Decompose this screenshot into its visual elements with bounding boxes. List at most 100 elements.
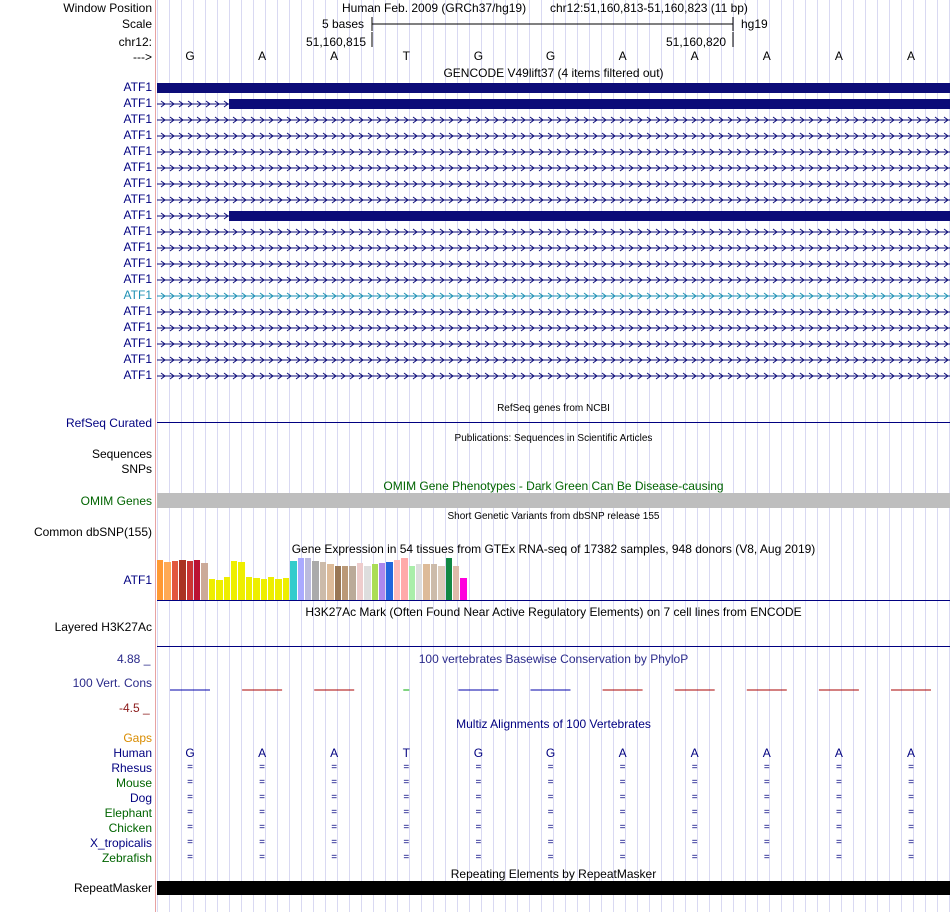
- species-label[interactable]: Mouse: [115, 776, 152, 790]
- gencode-item-label[interactable]: ATF1: [123, 176, 152, 190]
- gtex-tissue-bar[interactable]: [401, 558, 408, 600]
- gencode-item-label[interactable]: ATF1: [123, 208, 152, 222]
- gtex-tissue-bar[interactable]: [349, 566, 356, 600]
- gencode-item-label[interactable]: ATF1: [123, 352, 152, 366]
- gtex-tissue-bar[interactable]: [223, 577, 230, 600]
- gencode-transcript[interactable]: [157, 228, 950, 236]
- gtex-tissue-bar[interactable]: [356, 563, 364, 600]
- alignment-row[interactable]: = = = = = = = = = = =: [157, 761, 950, 775]
- gencode-transcript[interactable]: [157, 116, 950, 124]
- gtex-tissue-bar[interactable]: [216, 580, 223, 600]
- gtex-tissue-bar[interactable]: [379, 563, 386, 600]
- gtex-tissue-bar[interactable]: [416, 564, 423, 600]
- gtex-tissue-bar[interactable]: [290, 561, 297, 600]
- gtex-tissue-bar[interactable]: [157, 560, 164, 600]
- repeatmasker-title[interactable]: Repeating Elements by RepeatMasker: [450, 867, 657, 881]
- gtex-tissue-bar[interactable]: [423, 564, 430, 600]
- gtex-tissue-bar[interactable]: [327, 564, 334, 600]
- species-label[interactable]: Dog: [129, 791, 152, 805]
- gencode-item-label[interactable]: ATF1: [123, 96, 152, 110]
- gtex-tissue-bar[interactable]: [164, 562, 171, 600]
- gencode-item-label[interactable]: ATF1: [123, 272, 152, 286]
- phylop-track[interactable]: [157, 684, 950, 696]
- repeatmasker-bar[interactable]: [157, 881, 950, 895]
- gtex-tissue-bar[interactable]: [201, 563, 208, 600]
- gencode-transcript[interactable]: [157, 292, 950, 300]
- gtex-tissue-bar[interactable]: [342, 566, 349, 600]
- gencode-transcript[interactable]: [157, 180, 950, 188]
- gencode-item-label[interactable]: ATF1: [123, 128, 152, 142]
- phylop-title[interactable]: 100 vertebrates Basewise Conservation by…: [418, 652, 689, 666]
- gtex-tissue-bar[interactable]: [268, 577, 275, 600]
- alignment-row[interactable]: = = = = = = = = = = =: [157, 776, 950, 790]
- gencode-item-label[interactable]: ATF1: [123, 112, 152, 126]
- species-label[interactable]: Rhesus: [111, 761, 152, 775]
- repeatmasker-label[interactable]: RepeatMasker: [73, 881, 152, 895]
- gtex-tissue-bar[interactable]: [364, 566, 371, 600]
- phylop-label[interactable]: 100 Vert. Cons: [72, 676, 152, 690]
- gencode-transcript[interactable]: [157, 83, 950, 93]
- gencode-transcript[interactable]: [157, 372, 950, 380]
- dbsnp-label[interactable]: Common dbSNP(155): [33, 525, 152, 539]
- alignment-row[interactable]: = = = = = = = = = = =: [157, 851, 950, 865]
- publications-title[interactable]: Publications: Sequences in Scientific Ar…: [454, 433, 653, 444]
- omim-title[interactable]: OMIM Gene Phenotypes - Dark Green Can Be…: [383, 479, 724, 493]
- alignment-row[interactable]: = = = = = = = = = = =: [157, 821, 950, 835]
- gtex-title[interactable]: Gene Expression in 54 tissues from GTEx …: [291, 542, 816, 556]
- gtex-tissue-bar[interactable]: [445, 558, 452, 600]
- gencode-transcript[interactable]: [157, 196, 950, 204]
- gtex-tissue-bar[interactable]: [231, 561, 238, 600]
- gtex-tissue-bar[interactable]: [305, 558, 312, 600]
- alignment-row[interactable]: = = = = = = = = = = =: [157, 806, 950, 820]
- refseq-title[interactable]: RefSeq genes from NCBI: [497, 403, 610, 414]
- gencode-item-label[interactable]: ATF1: [123, 160, 152, 174]
- gtex-tissue-bar[interactable]: [438, 566, 445, 600]
- gtex-tissue-bar[interactable]: [253, 578, 260, 600]
- gencode-item-label[interactable]: ATF1: [123, 80, 152, 94]
- gencode-transcript[interactable]: [157, 244, 950, 252]
- gtex-tissue-bar[interactable]: [312, 561, 319, 600]
- multiz-title[interactable]: Multiz Alignments of 100 Vertebrates: [456, 717, 651, 731]
- gencode-item-label[interactable]: ATF1: [123, 192, 152, 206]
- species-label[interactable]: Chicken: [108, 821, 152, 835]
- gtex-tissue-bar[interactable]: [460, 578, 467, 600]
- gtex-tissue-bar[interactable]: [179, 560, 186, 600]
- dbsnp-title[interactable]: Short Genetic Variants from dbSNP releas…: [447, 511, 660, 522]
- gencode-item-label[interactable]: ATF1: [123, 256, 152, 270]
- gencode-transcript[interactable]: [157, 276, 950, 284]
- gtex-tissue-bar[interactable]: [260, 579, 267, 600]
- gtex-tissue-bar[interactable]: [171, 561, 179, 600]
- gtex-tissue-bar[interactable]: [275, 579, 282, 600]
- gencode-transcript[interactable]: [157, 211, 950, 221]
- h3k27ac-title[interactable]: H3K27Ac Mark (Often Found Near Active Re…: [305, 605, 802, 619]
- gtex-tissue-bar[interactable]: [453, 566, 460, 600]
- gtex-tissue-bar[interactable]: [430, 564, 438, 600]
- species-label[interactable]: Zebrafish: [101, 851, 152, 865]
- refseq-label[interactable]: RefSeq Curated: [65, 416, 152, 430]
- gencode-item-label[interactable]: ATF1: [123, 144, 152, 158]
- alignment-row[interactable]: = = = = = = = = = = =: [157, 836, 950, 850]
- omim-bar[interactable]: [157, 493, 950, 508]
- gtex-tissue-bar[interactable]: [186, 561, 193, 600]
- gtex-tissue-bar[interactable]: [386, 562, 393, 600]
- position-text[interactable]: chr12:51,160,813-51,160,823 (11 bp): [550, 1, 748, 15]
- gtex-tissue-bar[interactable]: [334, 566, 341, 600]
- gencode-item-label[interactable]: ATF1: [123, 336, 152, 350]
- gtex-tissue-bar[interactable]: [194, 560, 201, 600]
- gtex-tissue-bar[interactable]: [371, 564, 378, 600]
- gtex-tissue-bar[interactable]: [282, 578, 290, 600]
- gencode-transcript[interactable]: [157, 340, 950, 348]
- gencode-transcript[interactable]: [157, 356, 950, 364]
- gencode-item-label[interactable]: ATF1: [123, 304, 152, 318]
- gtex-tissue-bar[interactable]: [408, 566, 415, 600]
- gtex-label[interactable]: ATF1: [123, 573, 152, 587]
- gencode-track[interactable]: [157, 80, 950, 400]
- gencode-transcript[interactable]: [157, 308, 950, 316]
- gtex-tissue-bar[interactable]: [245, 577, 253, 600]
- gencode-item-label[interactable]: ATF1: [123, 224, 152, 238]
- gtex-tissue-bar[interactable]: [393, 560, 401, 600]
- gtex-tissue-bar[interactable]: [238, 562, 245, 600]
- gencode-transcript[interactable]: [157, 148, 950, 156]
- gtex-bar-chart[interactable]: [157, 556, 557, 600]
